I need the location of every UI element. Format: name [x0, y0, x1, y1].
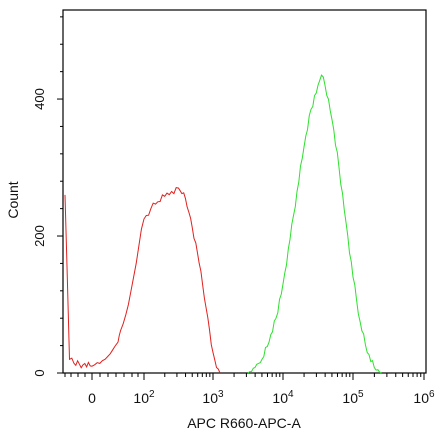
y-tick-label: 400 [32, 88, 47, 110]
y-tick-label: 200 [32, 225, 47, 247]
y-tick-label: 0 [32, 369, 47, 376]
series-1-line [247, 74, 382, 374]
y-axis-label: Count [5, 181, 21, 218]
x-axis-ticks: 0 102 103 104 105 106 [64, 373, 435, 406]
x-tick-label: 104 [272, 389, 294, 406]
plot-frame [62, 9, 427, 374]
x-tick-label: 105 [342, 389, 364, 406]
x-tick-label: 103 [202, 389, 224, 406]
y-axis-ticks: 0 200 400 [32, 16, 63, 377]
x-tick-label: 102 [133, 389, 155, 406]
series-0-line [64, 187, 221, 374]
x-tick-label: 106 [413, 389, 435, 406]
x-axis-label: APC R660-APC-A [187, 415, 301, 431]
series-layer [64, 74, 382, 374]
x-tick-label: 0 [88, 390, 96, 406]
